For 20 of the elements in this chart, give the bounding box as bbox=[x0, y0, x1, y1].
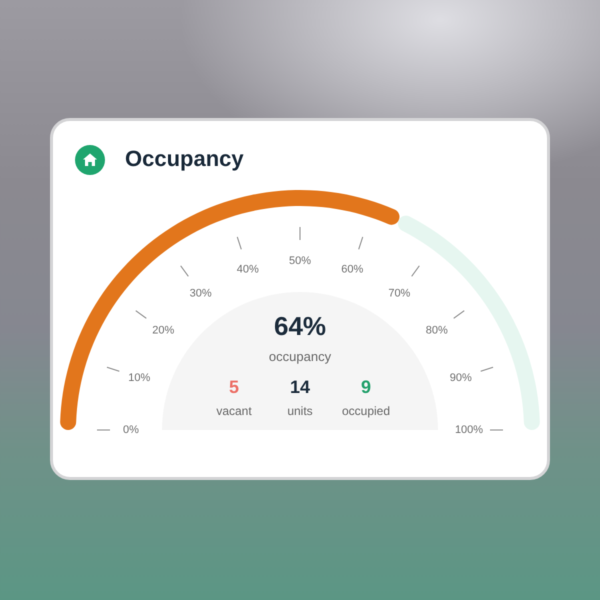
text: occupied bbox=[342, 404, 390, 418]
text: occupancy bbox=[268, 349, 332, 364]
text: 10% bbox=[128, 372, 150, 384]
text: 70% bbox=[388, 287, 411, 300]
text: 100% bbox=[454, 424, 484, 436]
text: 64% bbox=[274, 311, 326, 341]
text: 90% bbox=[450, 372, 472, 384]
text: 60% bbox=[341, 263, 364, 276]
text: 50% bbox=[288, 255, 312, 267]
text: 14 bbox=[290, 377, 310, 397]
text: 5 bbox=[228, 377, 240, 397]
text: 20% bbox=[152, 324, 174, 337]
text: 30% bbox=[190, 287, 212, 300]
chart-title: Occupancy bbox=[125, 145, 244, 173]
text: 80% bbox=[426, 324, 448, 337]
text: 0% bbox=[123, 424, 140, 436]
text: units bbox=[287, 404, 313, 418]
text: vacant bbox=[216, 404, 252, 418]
text: 9 bbox=[360, 377, 372, 397]
text: 40% bbox=[236, 263, 259, 276]
